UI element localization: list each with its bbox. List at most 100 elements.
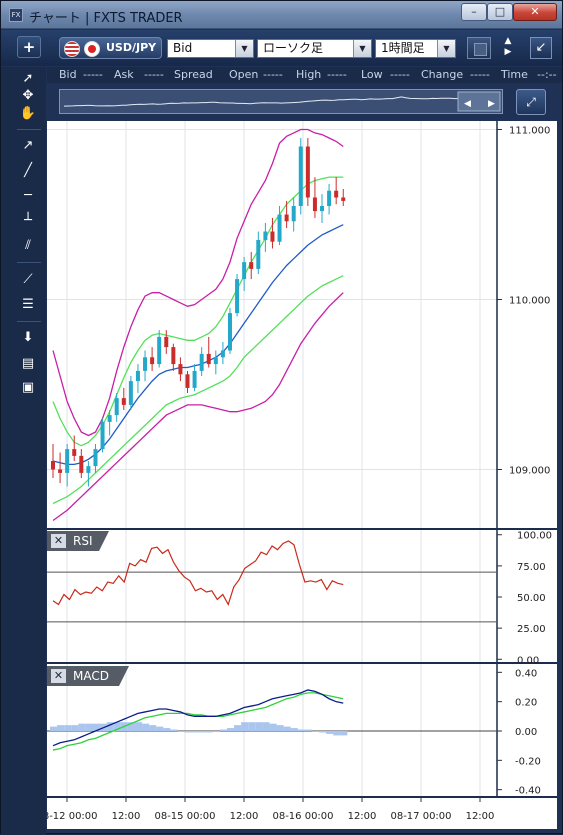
candle-body xyxy=(114,398,119,416)
overview-sparkline: ◀ ▶ xyxy=(63,91,501,112)
toolbar-nav-button[interactable]: ▲ ▶ xyxy=(500,36,516,60)
download-icon[interactable]: ⬇ xyxy=(22,330,34,345)
macd-histogram-bar xyxy=(85,723,93,731)
ask-value: ----- xyxy=(144,68,164,81)
overview-scrollbar[interactable]: ◀ ▶ xyxy=(59,89,503,114)
jp-flag-icon xyxy=(84,41,100,57)
scroll-left-icon[interactable]: ◀ xyxy=(464,99,471,109)
macd-histogram-bar xyxy=(177,731,185,732)
macd-histogram-bar xyxy=(205,731,213,733)
currency-pair-selector[interactable]: USD/JPY xyxy=(59,37,162,59)
time-tick-label: 08-17 00:00 xyxy=(390,811,451,822)
change-value: ----- xyxy=(470,68,490,81)
scroll-right-icon[interactable]: ▶ xyxy=(488,99,495,109)
close-icon[interactable]: ✕ xyxy=(51,669,66,683)
macd-histogram-bar xyxy=(262,722,270,731)
currency-pair-label: USD/JPY xyxy=(106,41,157,54)
candle-body xyxy=(143,357,148,371)
candle-body xyxy=(135,370,140,382)
toolbar-divider xyxy=(17,262,41,263)
time-tick-label: 08-12 00:00 xyxy=(47,811,98,822)
macd-histogram-bar xyxy=(71,725,79,731)
candle-body xyxy=(150,357,155,365)
macd-tick-label: 0.40 xyxy=(515,668,537,679)
macd-signal-line xyxy=(52,692,344,751)
time-tick-label: 08-16 00:00 xyxy=(272,811,333,822)
horizontal-line-icon[interactable]: ─ xyxy=(24,188,32,203)
fibonacci-icon[interactable]: ☰ xyxy=(22,297,34,312)
add-chart-button[interactable]: + xyxy=(17,36,41,58)
macd-histogram-bar xyxy=(297,729,305,731)
macd-histogram-bar xyxy=(248,722,256,731)
macd-histogram-bar xyxy=(269,723,277,731)
camera-icon[interactable]: ▣ xyxy=(21,380,35,395)
macd-line xyxy=(52,689,344,747)
vertical-line-icon[interactable]: ┴ xyxy=(24,213,32,228)
candle-body xyxy=(121,398,126,405)
macd-histogram-bar xyxy=(276,725,284,731)
chart-area[interactable]: 111.000 110.000 109.000 100.00 75.00 50.00 25.… xyxy=(47,121,557,829)
macd-histogram-bar xyxy=(92,723,100,731)
trend-arrow-icon[interactable]: ↗ xyxy=(22,138,34,153)
low-label: Low xyxy=(361,68,383,81)
macd-histogram-bar xyxy=(241,722,249,731)
macd-histogram-bar xyxy=(163,728,171,731)
candle-body xyxy=(164,336,169,348)
macd-histogram-bar xyxy=(142,723,150,731)
toolbar-divider xyxy=(17,129,41,130)
pointer-icon[interactable]: ➚ xyxy=(22,71,34,86)
bollinger-lower-inner-line xyxy=(52,275,344,505)
macd-tick-label: -0.40 xyxy=(515,786,541,797)
rsi-line xyxy=(52,540,344,606)
macd-histogram-bar xyxy=(304,729,312,731)
detach-button[interactable]: ↙ xyxy=(530,37,552,59)
time-value: --:-- xyxy=(537,68,557,81)
time-tick-label: 12:00 xyxy=(466,811,495,822)
macd-histogram-bar xyxy=(106,722,114,731)
macd-histogram-bar xyxy=(113,722,121,731)
fan-tool-icon[interactable]: ⟋ xyxy=(23,272,33,287)
parallel-lines-icon[interactable]: ⫽ xyxy=(25,238,31,253)
title-bar[interactable]: FX チャート | FXTS TRADER – □ ✕ xyxy=(1,1,562,29)
candle-body xyxy=(298,146,303,206)
candle-body xyxy=(86,466,91,473)
expand-chart-button[interactable]: ⤢ xyxy=(516,89,546,115)
rsi-tick-label: 25.00 xyxy=(517,624,546,635)
bollinger-lower-line xyxy=(52,292,344,522)
arrow-right-icon: ▶ xyxy=(504,47,512,57)
color-square-button[interactable] xyxy=(467,37,491,59)
list-icon[interactable]: ▤ xyxy=(21,356,35,371)
cross-pointer-icon[interactable]: ✥ xyxy=(22,88,34,103)
price-tick-label: 110.000 xyxy=(509,296,550,307)
price-chart[interactable]: 111.000 110.000 109.000 100.00 75.00 50.00 25.… xyxy=(47,121,557,829)
minimize-button[interactable]: – xyxy=(461,3,487,21)
time-tick-label: 12:00 xyxy=(230,811,259,822)
macd-histogram-bar xyxy=(326,731,334,734)
macd-histogram-bar xyxy=(212,731,220,732)
timeframe-select[interactable]: 1時間足 ▼ xyxy=(375,39,456,58)
rsi-tick-label: 0.00 xyxy=(517,655,539,666)
price-tick-label: 109.000 xyxy=(509,466,550,477)
close-icon[interactable]: ✕ xyxy=(51,534,66,548)
candle-body xyxy=(199,353,204,371)
chart-type-value: ローソク足 xyxy=(263,41,324,55)
candle-body xyxy=(213,357,218,365)
high-label: High xyxy=(296,68,322,81)
macd-histogram-bar xyxy=(319,731,327,733)
macd-histogram-bar xyxy=(184,731,192,733)
candle-body xyxy=(256,240,261,269)
time-tick-label: 08-15 00:00 xyxy=(154,811,215,822)
maximize-button[interactable]: □ xyxy=(487,3,513,21)
close-button[interactable]: ✕ xyxy=(513,3,557,21)
bid-label: Bid xyxy=(59,68,77,81)
chart-type-select[interactable]: ローソク足 ▼ xyxy=(257,39,372,58)
macd-histogram-bar xyxy=(255,722,263,731)
candle-body xyxy=(157,336,162,365)
line-tool-icon[interactable]: ╱ xyxy=(24,163,32,178)
candle-body xyxy=(235,279,240,314)
macd-histogram-bar xyxy=(64,725,72,731)
hand-icon[interactable]: ✋ xyxy=(19,106,37,121)
low-value: ----- xyxy=(390,68,410,81)
price-type-select[interactable]: Bid ▼ xyxy=(167,39,254,58)
